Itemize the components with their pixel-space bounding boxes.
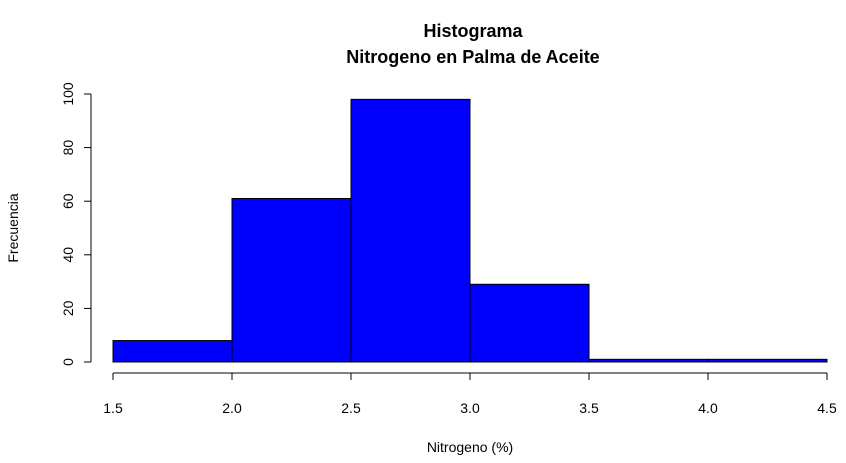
- x-tick-label-2: 2.5: [341, 400, 361, 416]
- x-axis: 1.5 2.0 2.5 3.0 3.5 4.0 4.5: [103, 372, 837, 416]
- bars-group: [112, 98, 828, 363]
- x-axis-label: Nitrogeno (%): [427, 439, 513, 455]
- histogram-bar-1: [231, 198, 352, 363]
- histogram-bar-5: [707, 358, 828, 363]
- y-tick-label-0: 0: [60, 358, 76, 366]
- x-tick-label-0: 1.5: [103, 400, 123, 416]
- chart-subtitle: Nitrogeno en Palma de Aceite: [346, 47, 599, 67]
- histogram-bar-3: [469, 283, 590, 363]
- chart-title: Histograma: [423, 21, 523, 41]
- histogram-bar-4: [588, 358, 709, 363]
- y-tick-label-4: 80: [60, 140, 76, 156]
- y-tick-label-3: 60: [60, 193, 76, 209]
- x-tick-label-4: 3.5: [579, 400, 599, 416]
- x-tick-label-5: 4.0: [698, 400, 718, 416]
- x-tick-label-6: 4.5: [817, 400, 837, 416]
- histogram-bar-0: [112, 340, 233, 363]
- x-tick-label-3: 3.0: [460, 400, 480, 416]
- histogram-bar-2: [350, 98, 471, 363]
- y-axis: 0 20 40 60 80 100: [60, 82, 92, 366]
- y-tick-label-5: 100: [60, 82, 76, 106]
- y-tick-label-2: 40: [60, 247, 76, 263]
- x-tick-label-1: 2.0: [222, 400, 242, 416]
- y-axis-label: Frecuencia: [5, 193, 21, 262]
- y-tick-label-1: 20: [60, 300, 76, 316]
